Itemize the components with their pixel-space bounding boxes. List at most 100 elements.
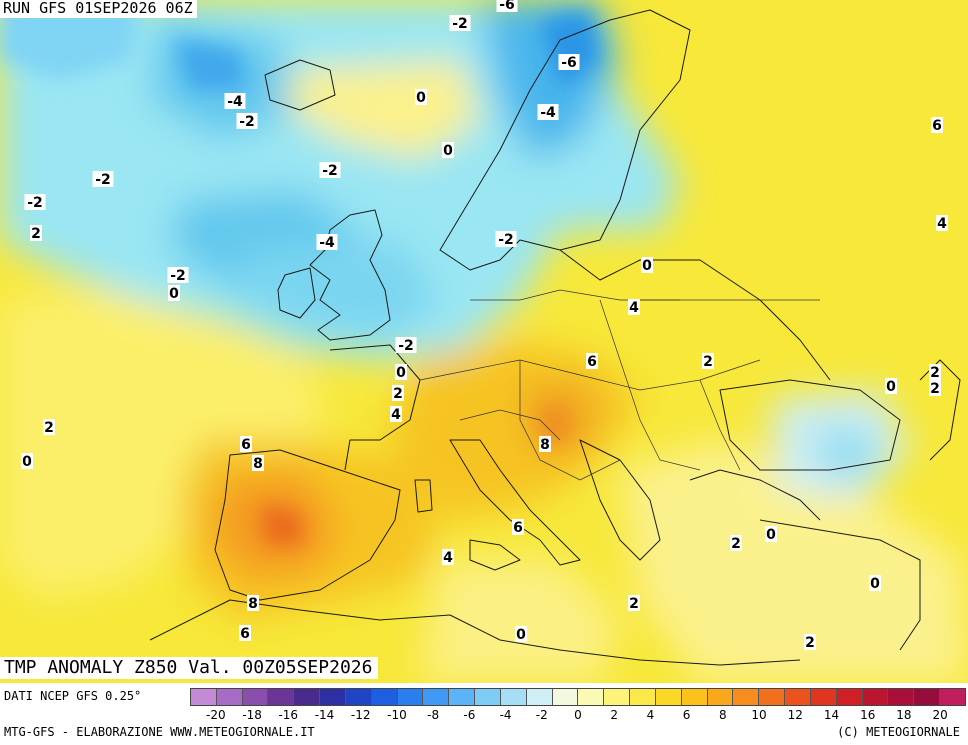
contour-label-bg — [885, 378, 897, 394]
color-scale-tick-label: -2 — [535, 708, 548, 722]
contour-value-label: 2 — [703, 354, 713, 370]
credit-elaborazione: MTG-GFS - ELABORAZIONE WWW.METEOGIORNALE… — [4, 725, 315, 739]
contour-value-label: 0 — [870, 576, 880, 592]
color-scale-tick-label: -8 — [427, 708, 440, 722]
color-scale-box — [371, 689, 398, 705]
color-scale-tick-label: 4 — [646, 708, 655, 722]
color-scale-tick-label: 18 — [896, 708, 912, 722]
color-scale-tick-label: 14 — [823, 708, 840, 722]
contour-label-bg — [390, 406, 402, 422]
color-scale-box — [449, 689, 476, 705]
color-scale-tick-label: 12 — [787, 708, 803, 722]
contour-label-bg — [804, 634, 816, 650]
contour-value-label: 4 — [629, 300, 639, 316]
contour-value-label: 8 — [540, 437, 550, 453]
contour-label-bg — [92, 171, 114, 187]
contour-value-label: 0 — [766, 527, 776, 543]
color-scale-box — [423, 689, 450, 705]
contour-label-bg — [21, 453, 33, 469]
color-scale-box — [630, 689, 656, 705]
contour-value-label: 4 — [937, 216, 947, 232]
contour-value-label: 0 — [642, 258, 652, 274]
contour-value-label: -6 — [561, 55, 577, 71]
color-scale-box — [888, 689, 915, 705]
contour-label-bg — [495, 231, 517, 247]
contour-value-label: 0 — [22, 454, 32, 470]
contour-value-label: -4 — [227, 94, 243, 110]
color-scale-box — [836, 689, 863, 705]
contour-value-label: -2 — [27, 195, 43, 211]
color-scale-box — [268, 689, 295, 705]
color-scale-tick-label: 10 — [751, 708, 767, 722]
contour-label-bg — [392, 385, 404, 401]
contour-label-bg — [730, 535, 742, 551]
contour-label-bg — [931, 117, 943, 133]
color-scale-box — [655, 689, 682, 705]
contour-value-label: 6 — [513, 520, 523, 536]
contour-label-bg — [442, 142, 454, 158]
color-scale-tick-label: 2 — [610, 708, 619, 722]
color-scale-box — [759, 689, 786, 705]
color-scale-box — [733, 689, 760, 705]
contour-value-label: -2 — [95, 172, 111, 188]
contour-label-bg — [247, 595, 259, 611]
contour-label-bg — [224, 93, 246, 109]
contour-value-label: -6 — [499, 0, 515, 13]
color-scale-box — [242, 689, 269, 705]
contour-label-bg — [936, 215, 948, 231]
color-scale-box — [500, 689, 527, 705]
contour-label-bg — [30, 225, 42, 241]
credit-copyright: (C) METEOGIORNALE — [837, 725, 960, 739]
anomaly-field-cores — [0, 0, 600, 545]
color-scale-box — [681, 689, 708, 705]
dataset-label: DATI NCEP GFS 0.25° — [4, 689, 142, 703]
contour-label-bg — [43, 419, 55, 435]
contour-value-label: -4 — [319, 235, 335, 251]
contour-label-bg — [239, 625, 251, 641]
color-scale-bar — [190, 688, 966, 706]
contour-value-label: 6 — [241, 437, 251, 453]
color-scale-tick-label: -16 — [278, 708, 299, 722]
contour-label-bg — [168, 285, 180, 301]
contour-value-label: 0 — [416, 90, 426, 106]
contour-value-label: -2 — [452, 16, 468, 32]
color-scale-box — [294, 689, 321, 705]
color-scale-tick-label: 20 — [932, 708, 948, 722]
color-scale-tick-label: -14 — [314, 708, 335, 722]
contour-value-label: 2 — [805, 635, 815, 651]
contour-value-label: 2 — [731, 536, 741, 552]
contour-value-label: 0 — [169, 286, 179, 302]
color-scale-box — [707, 689, 734, 705]
color-scale-box — [578, 689, 605, 705]
contour-label-bg — [240, 436, 252, 452]
contour-value-label: 0 — [396, 365, 406, 381]
contour-value-label: 2 — [393, 386, 403, 402]
contour-label-bg — [869, 575, 881, 591]
contour-label-bg — [702, 353, 714, 369]
color-scale-tick-label: 0 — [574, 708, 582, 722]
contour-value-label: 2 — [629, 596, 639, 612]
footer: DATI NCEP GFS 0.25° -20 -18 -16 -14 -12 -10 -8… — [0, 683, 968, 745]
contour-value-label: -2 — [398, 338, 414, 354]
color-scale-box — [320, 689, 346, 705]
contour-value-label: 2 — [44, 420, 54, 436]
coastlines — [149, 9, 961, 666]
contour-label-bg — [628, 595, 640, 611]
map-canvas: -6 -2 -6 -4 -2 0 -4 0 -2 -2 -2 2 -4 -2 -2 0 0 -2 0 2 4 4 6 2 6 4 0… — [0, 0, 968, 683]
contour-value-label: 2 — [31, 226, 41, 242]
contour-value-label: 4 — [391, 407, 401, 423]
contour-label-bg — [395, 364, 407, 380]
run-title: RUN GFS 01SEP2026 06Z — [0, 0, 197, 18]
contour-value-label: 0 — [886, 379, 896, 395]
color-scale-box — [785, 689, 811, 705]
color-scale-tick-label: -12 — [350, 708, 371, 722]
contour-label-bg — [515, 626, 527, 642]
color-scale-tick-label: -6 — [463, 708, 476, 722]
contour-value-label: 4 — [443, 550, 453, 566]
contour-value-label: -2 — [239, 114, 255, 130]
color-scale-box — [552, 689, 579, 705]
color-scale-tick-label: -20 — [206, 708, 226, 722]
contour-label-bg — [558, 54, 580, 70]
contour-label-bg — [442, 549, 454, 565]
contour-value-label: 8 — [253, 456, 263, 472]
